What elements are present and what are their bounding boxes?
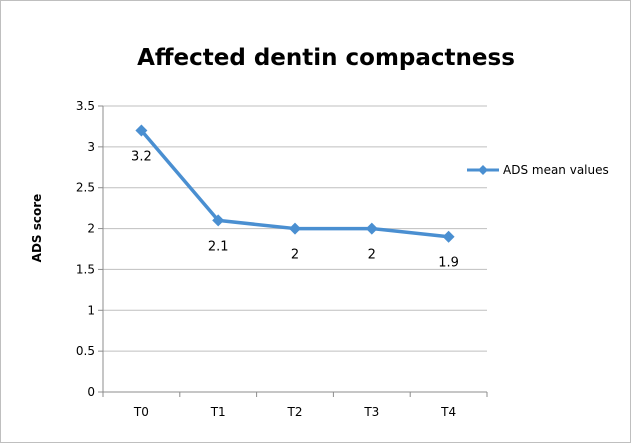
data-labels: 3.2 2.1 2 2 1.9 xyxy=(131,150,459,271)
x-tick-labels: T0 T1 T2 T3 T4 xyxy=(133,405,456,419)
x-tick-label: T4 xyxy=(440,405,456,419)
data-point-marker xyxy=(442,230,455,243)
gridlines xyxy=(98,105,487,393)
data-point-marker xyxy=(212,214,225,227)
data-point-marker xyxy=(365,222,378,235)
axes xyxy=(102,106,488,397)
x-tick-label: T3 xyxy=(363,405,379,419)
y-tick-label: 1.5 xyxy=(76,262,95,276)
y-tick-label: 3 xyxy=(87,140,95,154)
x-tick-label: T0 xyxy=(133,405,149,419)
data-label: 2 xyxy=(291,248,299,263)
legend: ADS mean values xyxy=(467,163,609,177)
legend-entry-ads-mean-values: ADS mean values xyxy=(503,163,609,177)
data-point-marker xyxy=(135,124,148,137)
y-tick-label: 0 xyxy=(87,385,95,399)
chart-title: Affected dentin compactness xyxy=(137,45,515,71)
y-tick-label: 0.5 xyxy=(76,344,95,358)
y-tick-labels: 0 0.5 1 1.5 2 2.5 3 3.5 xyxy=(76,99,95,399)
y-tick-label: 2 xyxy=(87,222,95,236)
y-tick-label: 1 xyxy=(87,303,95,317)
y-tick-label: 3.5 xyxy=(76,99,95,113)
y-axis-title: ADS score xyxy=(30,194,44,263)
data-point-marker xyxy=(289,222,301,235)
data-label: 1.9 xyxy=(438,256,459,271)
legend-diamond-marker xyxy=(478,165,488,175)
data-label: 2 xyxy=(368,248,376,263)
series-ads-mean-values xyxy=(135,124,455,243)
y-tick-label: 2.5 xyxy=(76,181,95,195)
data-label: 2.1 xyxy=(208,239,229,254)
x-tick-label: T2 xyxy=(287,405,303,419)
x-tick-label: T1 xyxy=(210,405,226,419)
data-label: 3.2 xyxy=(131,150,152,165)
